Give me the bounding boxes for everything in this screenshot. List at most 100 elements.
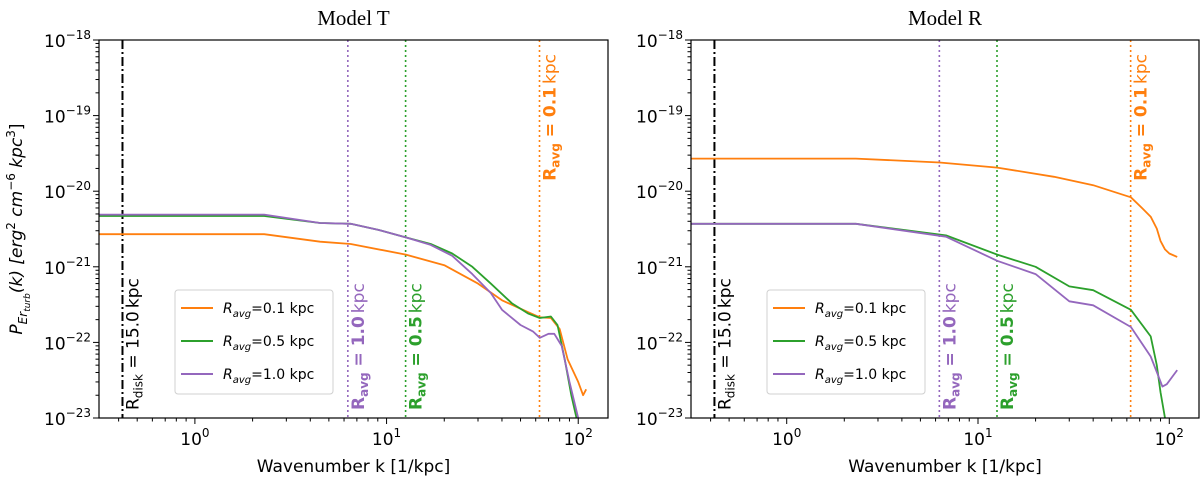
tick-base: 10 xyxy=(1155,430,1177,450)
label-subscript: avg xyxy=(1140,143,1154,168)
legend-label: Ravg=0.5 kpc xyxy=(815,334,906,353)
label-subscript: avg xyxy=(415,372,429,397)
chart-title: Model T xyxy=(317,6,390,30)
label-symbol: R xyxy=(940,397,960,410)
label-subscript: avg xyxy=(549,143,563,168)
label-subscript: avg xyxy=(357,372,371,397)
tick-base: 10 xyxy=(636,334,658,354)
tick-base: 10 xyxy=(963,430,985,450)
label-subscript: disk xyxy=(131,374,145,398)
label-value: = 1.0 xyxy=(349,316,369,372)
legend-label: Ravg=0.5 kpc xyxy=(223,334,314,353)
legend-label: Ravg=1.0 kpc xyxy=(815,367,906,386)
legend-label: Ravg=0.1 kpc xyxy=(815,301,906,320)
tick-base: 10 xyxy=(44,334,66,354)
legend-value: =0.1 kpc xyxy=(843,301,906,317)
legend-symbol: R xyxy=(815,301,825,317)
tick-base: 10 xyxy=(636,410,658,430)
legend-value: =0.5 kpc xyxy=(251,334,314,350)
y-tick-label: 10−22 xyxy=(636,330,683,354)
label-symbol: R xyxy=(349,397,369,410)
legend-value: =0.5 kpc xyxy=(843,334,906,350)
label-value: = 0.5 xyxy=(407,316,427,372)
tick-base: 10 xyxy=(44,32,66,52)
tick-base: 10 xyxy=(44,108,66,128)
label-subscript: avg xyxy=(948,372,962,397)
x-tick-label: 102 xyxy=(564,426,593,450)
legend-subscript: avg xyxy=(233,375,251,386)
tick-exponent: −19 xyxy=(66,104,91,118)
legend-label: Ravg=1.0 kpc xyxy=(223,367,314,386)
legend-box xyxy=(766,289,926,395)
ylabel-text: ] xyxy=(7,123,27,130)
ylabel-sup: 2 xyxy=(4,222,18,230)
x-tick-label: 101 xyxy=(963,426,992,450)
label-unit: kpc xyxy=(123,278,143,308)
tick-base: 10 xyxy=(636,183,658,203)
axes-frame xyxy=(98,39,609,419)
label-symbol: R xyxy=(1132,168,1152,181)
tick-base: 10 xyxy=(636,108,658,128)
label-symbol: R xyxy=(407,397,427,410)
label-value: = 15.0 xyxy=(123,311,143,374)
ylabel-text: (k) [erg xyxy=(7,230,27,294)
tick-exponent: −19 xyxy=(658,104,683,118)
reference-line-label: Ravg = 0.1 kpc xyxy=(1132,54,1154,181)
y-tick-label: 10−23 xyxy=(44,406,91,430)
tick-exponent: 1 xyxy=(985,426,993,440)
tick-base: 10 xyxy=(372,430,394,450)
legend-symbol: R xyxy=(223,367,233,383)
series-line-2 xyxy=(691,222,1166,418)
label-symbol: R xyxy=(715,398,735,410)
tick-exponent: −18 xyxy=(658,28,683,42)
legend-subscript: avg xyxy=(233,309,251,320)
label-symbol: R xyxy=(541,168,561,181)
series-line-3 xyxy=(691,222,1178,388)
legend-subscript: avg xyxy=(825,342,843,353)
tick-base: 10 xyxy=(772,430,794,450)
label-symbol: R xyxy=(998,397,1018,410)
x-tick-label: 100 xyxy=(180,426,209,450)
tick-exponent: 2 xyxy=(585,426,593,440)
label-value: = 0.1 xyxy=(1132,87,1152,143)
ylabel-text: kpc xyxy=(7,137,27,173)
legend-label: Ravg=0.1 kpc xyxy=(223,301,314,320)
series-line-2 xyxy=(99,215,578,418)
label-unit: kpc xyxy=(407,283,427,313)
tick-base: 10 xyxy=(180,430,202,450)
tick-exponent: −20 xyxy=(658,179,683,193)
label-value: = 1.0 xyxy=(940,316,960,372)
tick-base: 10 xyxy=(636,259,658,279)
y-tick-label: 10−18 xyxy=(636,28,683,52)
label-subscript: avg xyxy=(1006,372,1020,397)
label-value: = 0.1 xyxy=(541,87,561,143)
reference-line-label: Ravg = 0.5 kpc xyxy=(407,283,429,410)
x-tick-label: 100 xyxy=(772,426,801,450)
reference-line-label: Ravg = 1.0 kpc xyxy=(349,283,371,410)
series-line-1 xyxy=(691,157,1178,258)
series-line-3 xyxy=(99,213,580,418)
ylabel-subscript: Er xyxy=(16,311,30,325)
plot-area xyxy=(99,40,587,418)
ylabel-subsubscript: turb xyxy=(23,293,33,312)
reference-line-label: Ravg = 0.5 kpc xyxy=(998,283,1020,410)
label-unit: kpc xyxy=(349,283,369,313)
tick-exponent: −22 xyxy=(66,330,91,344)
label-value: = 15.0 xyxy=(715,311,735,374)
axes-frame xyxy=(690,39,1200,419)
tick-exponent: −21 xyxy=(658,255,683,269)
legend-box xyxy=(174,289,334,395)
label-unit: kpc xyxy=(940,283,960,313)
ylabel-text: cm xyxy=(7,191,27,222)
tick-base: 10 xyxy=(564,430,586,450)
y-axis-label: PErturb(k) [erg2 cm−6 kpc3] xyxy=(4,123,33,334)
ylabel-sup: −6 xyxy=(4,173,18,191)
x-axis-label: Wavenumber k [1/kpc] xyxy=(848,457,1041,477)
reference-line-label: Ravg = 1.0 kpc xyxy=(940,283,962,410)
y-tick-label: 10−23 xyxy=(636,406,683,430)
legend-value: =1.0 kpc xyxy=(251,367,314,383)
reference-line-label: Rdisk = 15.0 kpc xyxy=(123,278,145,410)
